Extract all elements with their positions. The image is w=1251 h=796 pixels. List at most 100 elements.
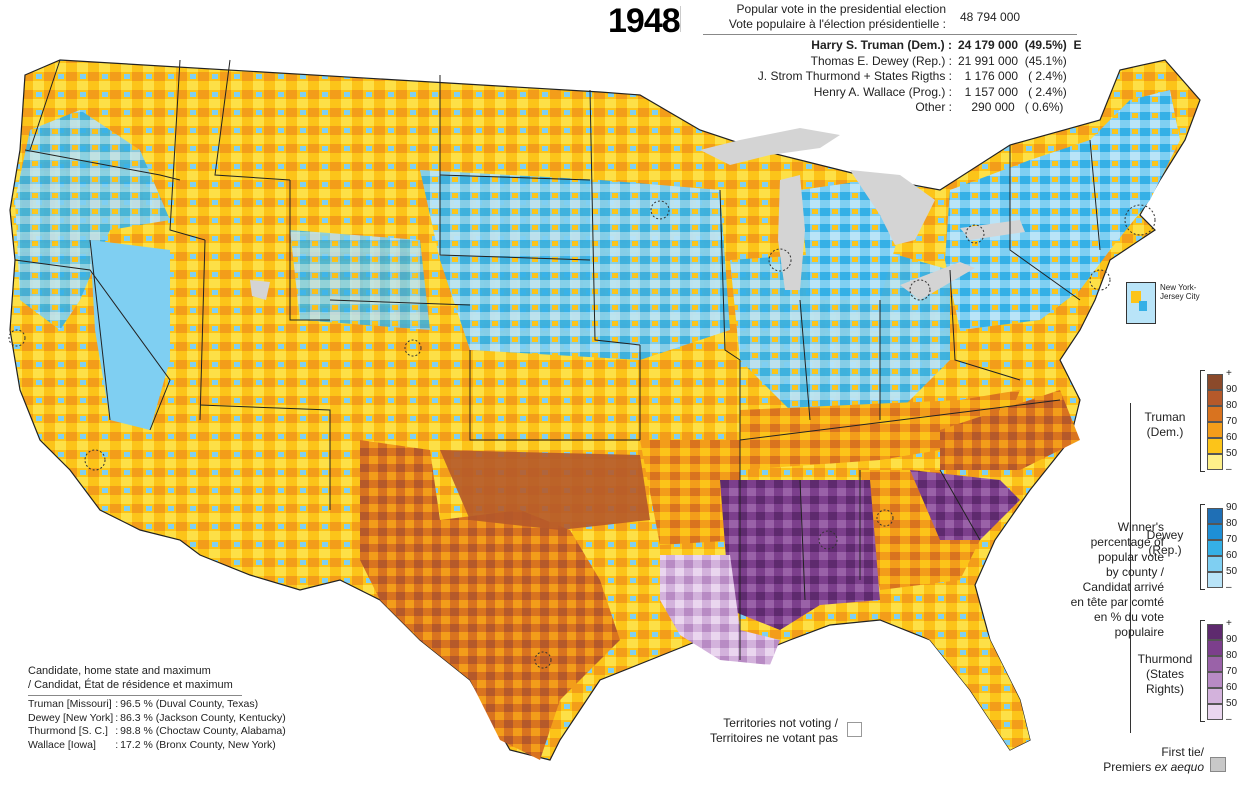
popular-vote-total: 48 794 000 bbox=[960, 10, 1021, 24]
votes-truman: 24 179 000 bbox=[958, 38, 1019, 52]
inset-label-line1: New York- bbox=[1160, 283, 1197, 292]
legend-label-line: Dewey bbox=[1146, 528, 1184, 542]
max-who: Dewey [New York] bbox=[28, 711, 114, 724]
maximums-table: Truman [Missouri] : 96.5 % (Duval County… bbox=[28, 698, 288, 752]
region-dewey-plains bbox=[420, 170, 730, 360]
region-dewey-midwest bbox=[730, 250, 950, 430]
legend-swatch-dewey bbox=[1207, 508, 1223, 524]
legend-swatch-thurmond bbox=[1207, 624, 1223, 640]
region-dewey-northeast bbox=[945, 90, 1180, 330]
city-markers bbox=[8, 200, 1156, 669]
legend-tick-truman: 50 bbox=[1226, 448, 1238, 459]
legend-label-line: (Dem.) bbox=[1146, 425, 1184, 439]
region-thurmond-alms bbox=[720, 480, 880, 630]
territories-label: Territories not voting / Territoires ne … bbox=[680, 716, 838, 746]
legend-label-truman: Truman (Dem.) bbox=[1132, 410, 1198, 440]
legend-tick-thurmond: – bbox=[1226, 714, 1232, 725]
legend-label-line: Thurmond bbox=[1137, 652, 1193, 666]
legend-swatch-truman bbox=[1207, 454, 1223, 470]
legend-swatch-truman bbox=[1207, 406, 1223, 422]
candidate-names: Harry S. Truman (Dem.) : Thomas E. Dewey… bbox=[700, 38, 952, 116]
lake-superior bbox=[700, 128, 840, 165]
legend-tick-thurmond: 50 bbox=[1226, 698, 1238, 709]
legend-swatch-thurmond bbox=[1207, 688, 1223, 704]
legend-swatch-truman bbox=[1207, 374, 1223, 390]
lake-michigan bbox=[778, 175, 805, 290]
tie-line1: First tie/ bbox=[1161, 745, 1204, 759]
legend-label-line: (Rep.) bbox=[1148, 543, 1182, 557]
candidate-name-truman: Harry S. Truman (Dem.) : bbox=[811, 38, 952, 52]
pct-other: ( 0.6%) bbox=[1024, 100, 1064, 114]
inset-truman-area bbox=[1131, 291, 1141, 303]
candidate-name-thurmond: J. Strom Thurmond + States Rigths : bbox=[757, 69, 952, 83]
votes-dewey: 21 991 000 bbox=[958, 53, 1019, 68]
legend-tick-truman: 90 bbox=[1226, 384, 1238, 395]
legend-swatch-thurmond bbox=[1207, 672, 1223, 688]
legend-tick-dewey: 80 bbox=[1226, 518, 1238, 529]
table-row: Wallace [Iowa] : 17.2 % (Bronx County, N… bbox=[28, 739, 288, 753]
max-value: 96.5 % (Duval County, Texas) bbox=[120, 698, 259, 710]
max-who: Truman [Missouri] bbox=[28, 698, 112, 710]
elected-mark: E bbox=[1073, 38, 1082, 52]
region-truman-florida bbox=[880, 585, 1030, 750]
legend-note: populaire bbox=[1114, 625, 1164, 639]
legend-swatch-thurmond bbox=[1207, 640, 1223, 656]
legend-tick-dewey: 60 bbox=[1226, 550, 1238, 561]
pct-thurmond: ( 2.4%) bbox=[1028, 69, 1067, 83]
region-truman-texas bbox=[360, 440, 620, 760]
legend-bracket-truman bbox=[1200, 370, 1205, 472]
legend-tick-dewey: – bbox=[1226, 582, 1232, 593]
pct-dewey: (45.1%) bbox=[1024, 53, 1067, 68]
legend-note: popular vote bbox=[1097, 550, 1164, 564]
votes-wallace: 1 157 000 bbox=[964, 84, 1019, 99]
tie-swatch bbox=[1210, 757, 1226, 772]
legend-tick-dewey: 90 bbox=[1226, 502, 1238, 513]
legend-swatch-truman bbox=[1207, 422, 1223, 438]
pct-truman: (49.5%) bbox=[1024, 38, 1067, 52]
region-thurmond-sc bbox=[910, 470, 1020, 540]
legend-note: by county / bbox=[1105, 565, 1164, 579]
election-year: 1948 bbox=[608, 2, 681, 40]
legend-tick-thurmond: 70 bbox=[1226, 666, 1238, 677]
candidate-name-dewey: Thomas E. Dewey (Rep.) : bbox=[810, 53, 952, 68]
candidate-result-other: 290 000 ( 0.6%) bbox=[958, 100, 1081, 116]
legend-swatch-dewey bbox=[1207, 572, 1223, 588]
legend-tick-dewey: 50 bbox=[1226, 566, 1238, 577]
legend-label-thurmond: Thurmond (States Rights) bbox=[1132, 652, 1198, 697]
lake-erie bbox=[900, 262, 975, 300]
new-york-inset-label: New York- Jersey City bbox=[1160, 283, 1200, 301]
legend-swatch-dewey bbox=[1207, 540, 1223, 556]
table-row: Dewey [New York] : 86.3 % (Jackson Count… bbox=[28, 712, 288, 726]
table-row: Thurmond [S. C.] : 98.8 % (Choctaw Count… bbox=[28, 725, 288, 739]
max-who: Wallace [Iowa] bbox=[28, 738, 96, 751]
region-dewey-colorado bbox=[290, 230, 430, 330]
popular-vote-label: Popular vote in the presidential electio… bbox=[700, 2, 946, 32]
maximums-title-fr: / Candidat, État de résidence et maximum bbox=[28, 679, 233, 691]
max-value: 98.8 % (Choctaw County, Alabama) bbox=[120, 725, 286, 737]
region-truman-arkansas bbox=[640, 440, 740, 545]
candidate-name-wallace: Henry A. Wallace (Prog.) : bbox=[813, 84, 952, 99]
tie-line2: Premiers ex aequo bbox=[1080, 760, 1204, 775]
legend-swatch-dewey bbox=[1207, 524, 1223, 540]
territories-swatch bbox=[847, 722, 862, 737]
legend-tick-truman: 80 bbox=[1226, 400, 1238, 411]
year-divider bbox=[680, 6, 681, 32]
candidate-results: 24 179 000 (49.5%) E 21 991 000 (45.1%) … bbox=[958, 38, 1081, 116]
maximums-rule bbox=[28, 695, 242, 696]
legend-swatch-thurmond bbox=[1207, 656, 1223, 672]
max-sep: : bbox=[115, 738, 119, 751]
region-dewey-west bbox=[15, 110, 170, 330]
candidate-result-thurmond: 1 176 000 ( 2.4%) bbox=[958, 69, 1081, 85]
table-row: Truman [Missouri] : 96.5 % (Duval County… bbox=[28, 698, 288, 712]
legend-swatch-truman bbox=[1207, 390, 1223, 406]
candidate-name-other: Other : bbox=[915, 100, 952, 114]
legend-label-line: Rights) bbox=[1145, 682, 1184, 696]
great-salt-lake bbox=[250, 280, 270, 300]
region-truman-tennessee bbox=[740, 390, 1020, 470]
legend-swatch-dewey bbox=[1207, 556, 1223, 572]
region-truman-oklahoma bbox=[440, 450, 650, 530]
legend-swatch-thurmond bbox=[1207, 704, 1223, 720]
legend-tick-thurmond: 60 bbox=[1226, 682, 1238, 693]
legend-tick-dewey: 70 bbox=[1226, 534, 1238, 545]
inset-dewey-area bbox=[1139, 301, 1147, 311]
